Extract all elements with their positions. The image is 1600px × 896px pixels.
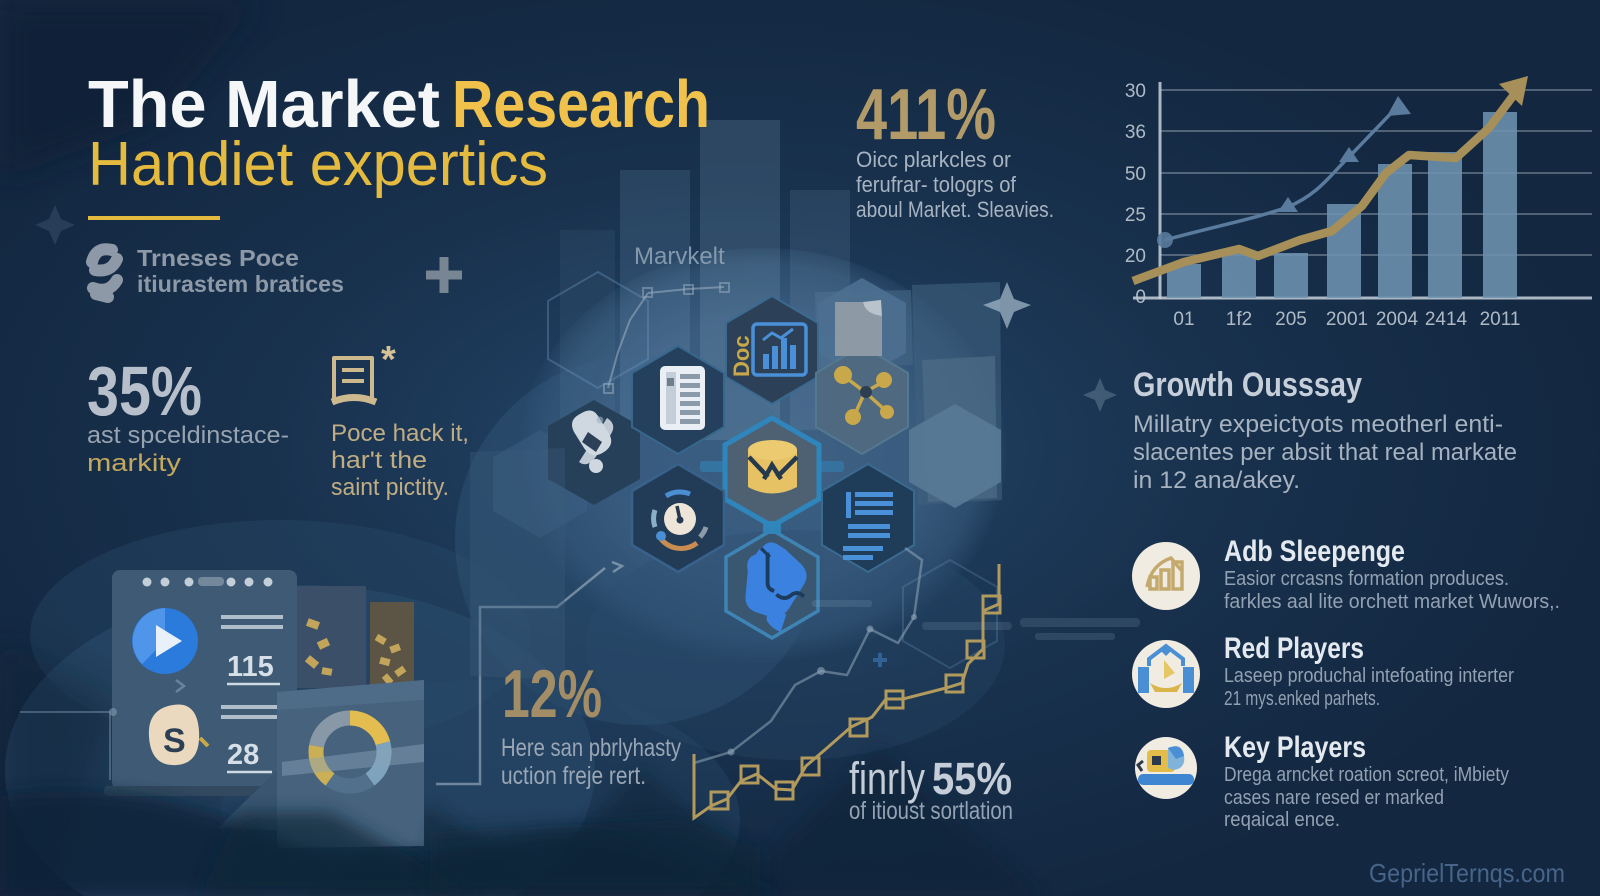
svg-text:*: *: [381, 339, 396, 381]
svg-text:2414: 2414: [1425, 309, 1468, 330]
svg-text:12%: 12%: [502, 656, 602, 732]
svg-text:Here san pbrlyhasty: Here san pbrlyhasty: [501, 734, 681, 762]
svg-text:Growth Ousssay: Growth Ousssay: [1133, 366, 1362, 404]
svg-text:in 12 ana/akey.: in 12 ana/akey.: [1133, 467, 1300, 494]
svg-text:cases nare resed er marked: cases nare resed er marked: [1224, 787, 1444, 809]
svg-text:saint pictity.: saint pictity.: [331, 474, 449, 501]
svg-text:of itioust sortlation: of itioust sortlation: [849, 797, 1013, 825]
svg-text:ast spceldinstace-: ast spceldinstace-: [87, 422, 289, 449]
svg-text:115: 115: [227, 651, 274, 683]
svg-text:21 mys.enked parhets.: 21 mys.enked parhets.: [1224, 688, 1380, 710]
svg-text:S: S: [163, 722, 186, 760]
svg-text:Research: Research: [452, 67, 710, 142]
svg-text:25: 25: [1125, 205, 1146, 226]
svg-text:har't the: har't the: [331, 447, 427, 474]
svg-text:Marvkelt: Marvkelt: [634, 243, 725, 270]
svg-text:reqaical ence.: reqaical ence.: [1224, 809, 1340, 831]
svg-text:markity: markity: [87, 450, 181, 477]
svg-text:Handiet expertics: Handiet expertics: [88, 130, 548, 199]
svg-text:farkles aal lite orchett marke: farkles aal lite orchett market Wuwors,.: [1224, 591, 1560, 613]
svg-text:Oicc plarkcles or: Oicc plarkcles or: [856, 147, 1011, 172]
svg-text:411%: 411%: [856, 75, 996, 155]
svg-text:itiurastem bratices: itiurastem bratices: [137, 271, 344, 297]
svg-text:20: 20: [1125, 246, 1146, 267]
svg-text:Adb Sleepenge: Adb Sleepenge: [1224, 535, 1405, 568]
svg-text:The Market: The Market: [88, 67, 440, 142]
svg-text:Key Players: Key Players: [1224, 731, 1366, 764]
svg-text:aboul Market. Sleavies.: aboul Market. Sleavies.: [856, 197, 1054, 222]
svg-text:28: 28: [227, 739, 259, 771]
svg-text:finrly: finrly: [849, 753, 925, 804]
svg-text:GeprielTernqs.com: GeprielTernqs.com: [1369, 858, 1565, 888]
svg-text:55%: 55%: [932, 753, 1012, 804]
svg-text:30: 30: [1125, 81, 1146, 102]
svg-text:Trneses Poce: Trneses Poce: [137, 245, 299, 271]
svg-text:1f2: 1f2: [1226, 309, 1252, 330]
svg-text:01: 01: [1173, 309, 1194, 330]
svg-text:uction freje rert.: uction freje rert.: [501, 762, 646, 790]
svg-text:2011: 2011: [1480, 309, 1521, 330]
svg-text:205: 205: [1275, 309, 1307, 330]
svg-text:Easior crcasns formation produ: Easior crcasns formation produces.: [1224, 568, 1509, 590]
svg-text:Poce hack it,: Poce hack it,: [331, 420, 469, 447]
svg-text:Drega arncket roation screot,: Drega arncket roation screot, iMbiety: [1224, 764, 1509, 786]
svg-text:ferufrar- tologrs of: ferufrar- tologrs of: [856, 172, 1017, 197]
svg-text:Doc: Doc: [729, 335, 754, 377]
svg-text:Laseep produchal intefoating i: Laseep produchal intefoating interter: [1224, 665, 1514, 687]
svg-text:Millatry expeictyots meotherl: Millatry expeictyots meotherl enti-: [1133, 411, 1503, 438]
svg-text:35%: 35%: [87, 352, 202, 430]
svg-text:2001: 2001: [1326, 309, 1368, 330]
svg-text:2004: 2004: [1376, 309, 1419, 330]
svg-text:Red Players: Red Players: [1224, 632, 1364, 665]
svg-text:36: 36: [1125, 122, 1146, 143]
svg-text:50: 50: [1125, 164, 1146, 185]
svg-text:slacentes per absit that real: slacentes per absit that real markate: [1133, 439, 1517, 466]
svg-text:0: 0: [1135, 287, 1146, 308]
